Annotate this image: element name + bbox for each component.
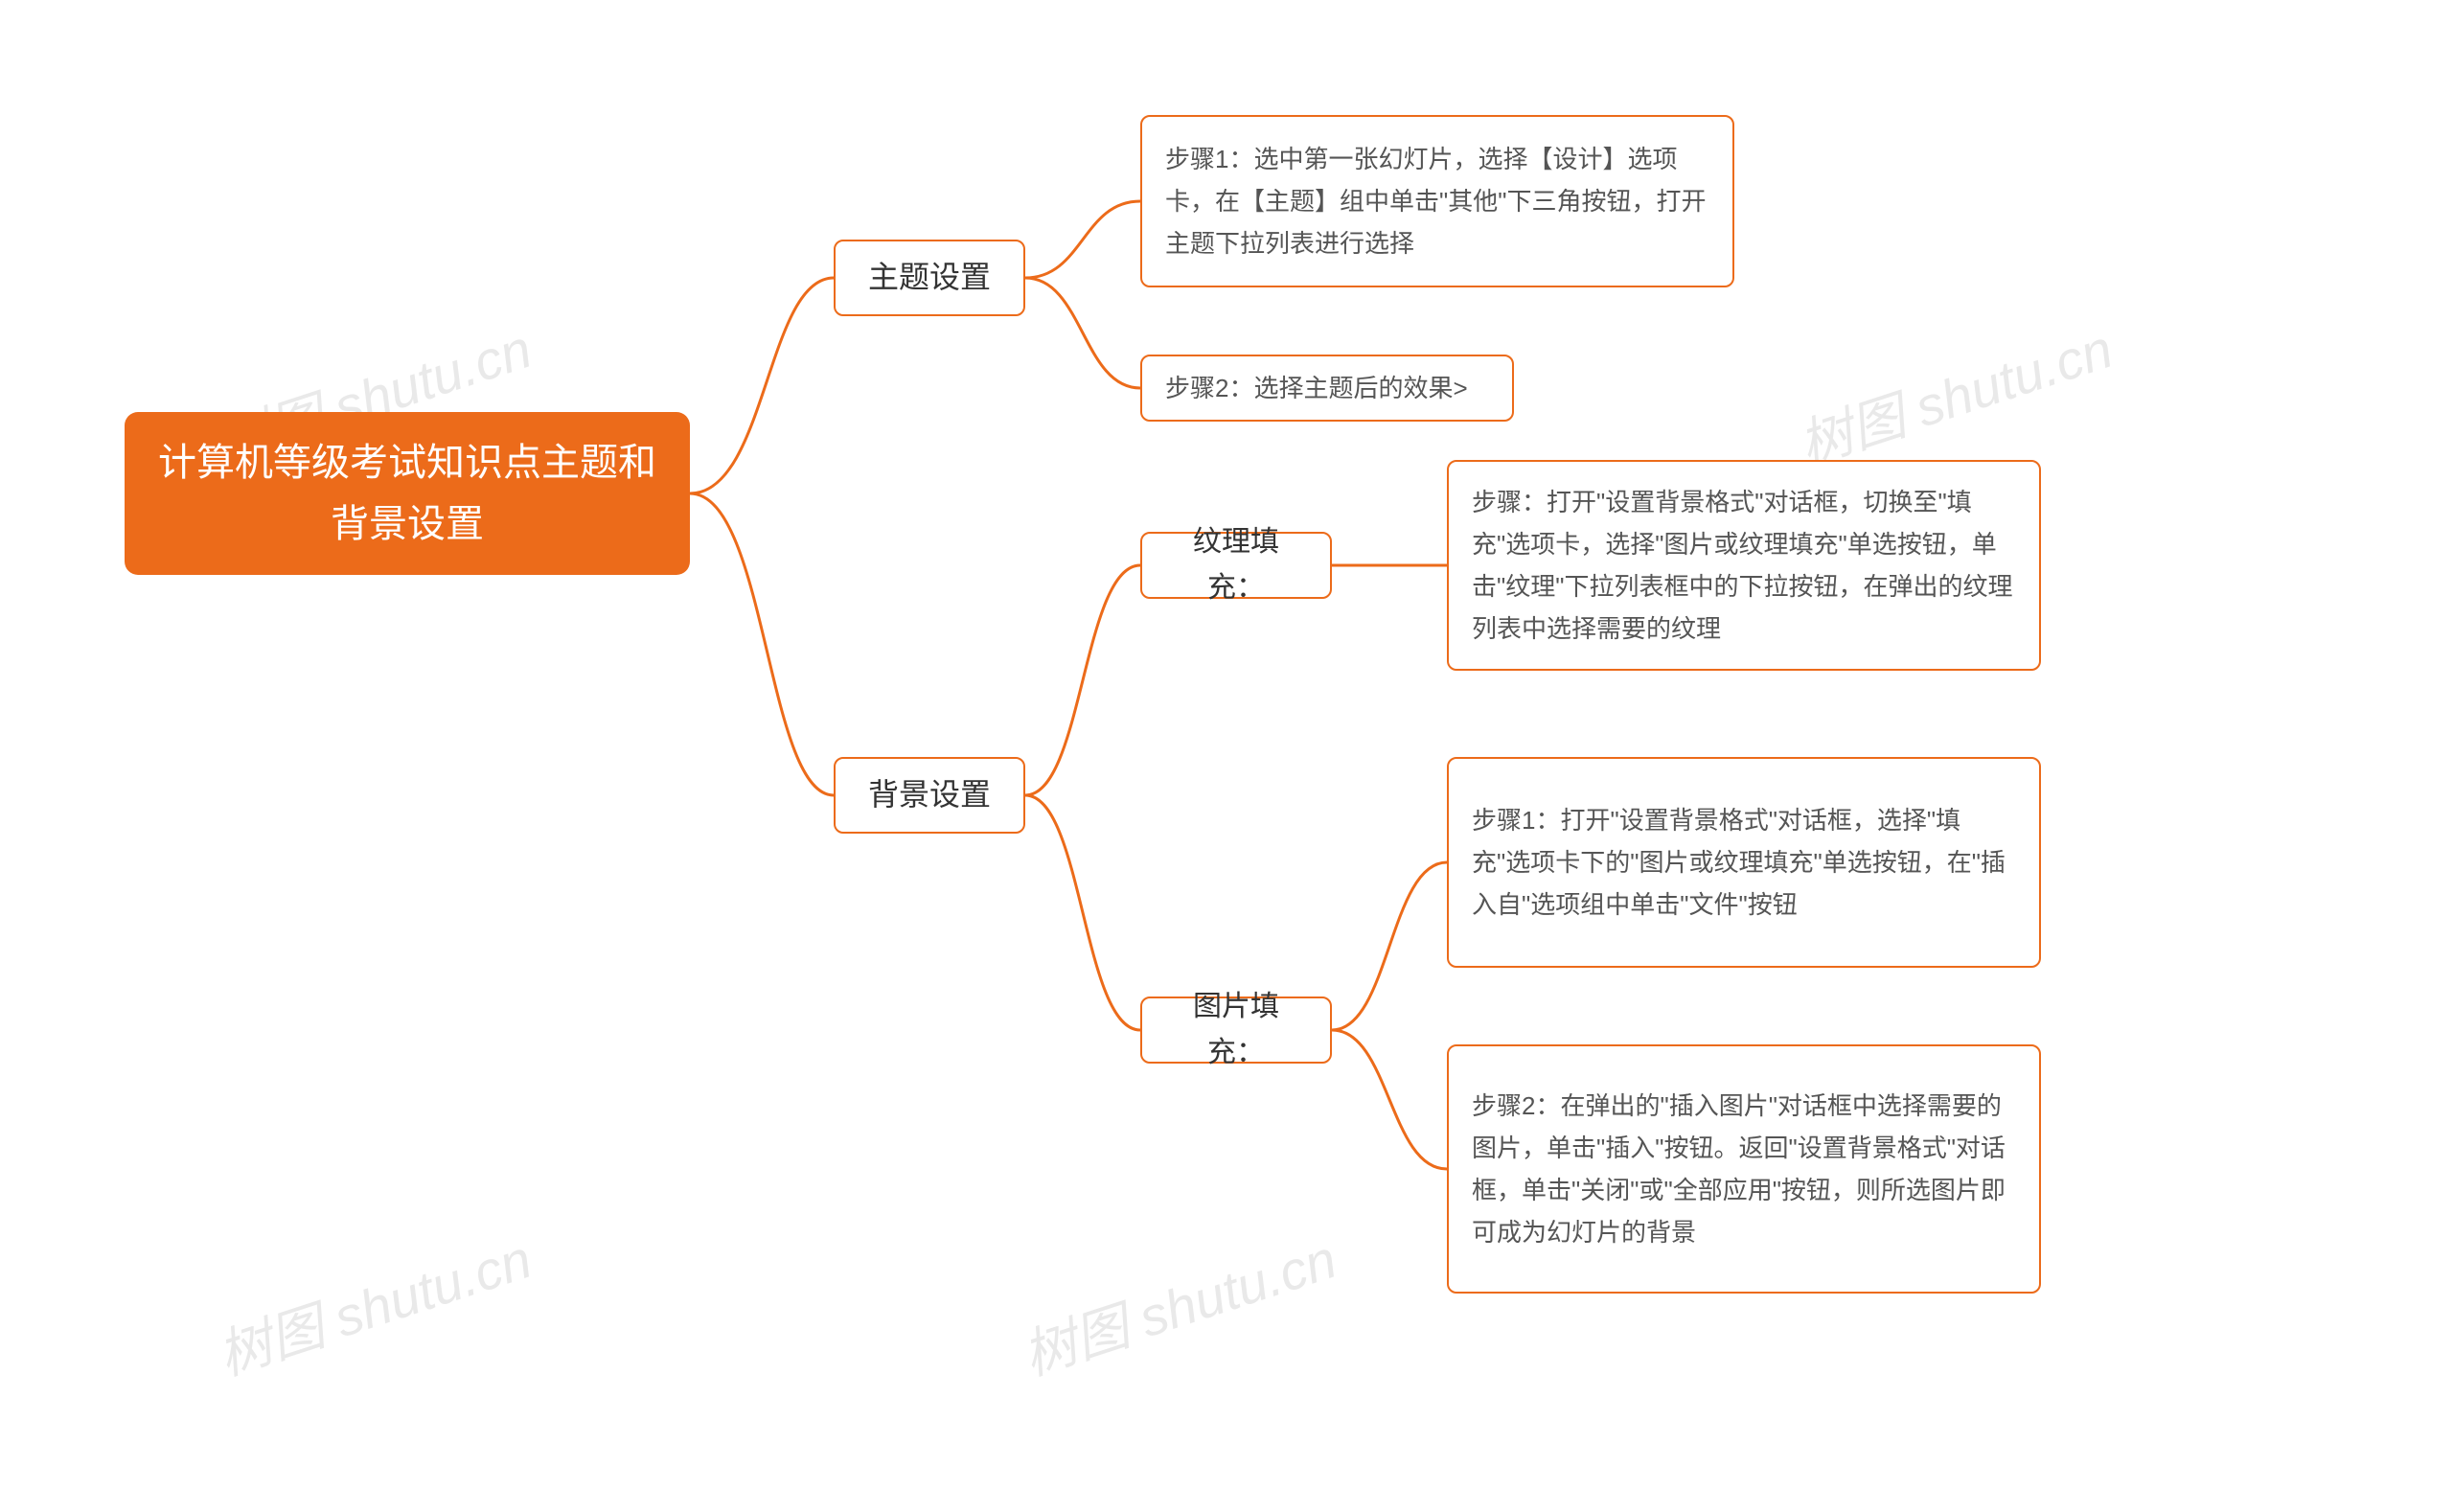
watermark: 树图 shutu.cn	[207, 1217, 540, 1391]
leaf-text: 步骤2：选择主题后的效果>	[1165, 367, 1468, 409]
subbranch-label: 图片填充：	[1165, 984, 1307, 1076]
leaf-text: 步骤2：在弹出的"插入图片"对话框中选择需要的图片，单击"插入"按钮。返回"设置…	[1472, 1085, 2016, 1254]
branch-theme[interactable]: 主题设置	[834, 240, 1025, 316]
leaf-theme-step2[interactable]: 步骤2：选择主题后的效果>	[1140, 355, 1514, 422]
root-label: 计算机等级考试知识点主题和背景设置	[148, 432, 667, 555]
branch-label: 背景设置	[868, 770, 991, 819]
leaf-theme-step1[interactable]: 步骤1：选中第一张幻灯片，选择【设计】选项卡，在【主题】组中单击"其他"下三角按…	[1140, 115, 1734, 287]
leaf-text: 步骤：打开"设置背景格式"对话框，切换至"填充"选项卡，选择"图片或纹理填充"单…	[1472, 481, 2016, 651]
watermark: 树图 shutu.cn	[1012, 1217, 1345, 1391]
leaf-texture-step[interactable]: 步骤：打开"设置背景格式"对话框，切换至"填充"选项卡，选择"图片或纹理填充"单…	[1447, 460, 2041, 671]
mindmap-canvas: 树图 shutu.cn 树图 shutu.cn 树图 shutu.cn 树图 s…	[0, 0, 2453, 1512]
subbranch-image[interactable]: 图片填充：	[1140, 997, 1332, 1064]
branch-background[interactable]: 背景设置	[834, 757, 1025, 834]
leaf-text: 步骤1：选中第一张幻灯片，选择【设计】选项卡，在【主题】组中单击"其他"下三角按…	[1165, 138, 1709, 265]
watermark: 树图 shutu.cn	[1788, 307, 2121, 481]
root-node[interactable]: 计算机等级考试知识点主题和背景设置	[125, 412, 690, 575]
leaf-image-step2[interactable]: 步骤2：在弹出的"插入图片"对话框中选择需要的图片，单击"插入"按钮。返回"设置…	[1447, 1044, 2041, 1294]
subbranch-texture[interactable]: 纹理填充：	[1140, 532, 1332, 599]
leaf-text: 步骤1：打开"设置背景格式"对话框，选择"填充"选项卡下的"图片或纹理填充"单选…	[1472, 799, 2016, 927]
subbranch-label: 纹理填充：	[1165, 519, 1307, 611]
branch-label: 主题设置	[868, 253, 991, 302]
leaf-image-step1[interactable]: 步骤1：打开"设置背景格式"对话框，选择"填充"选项卡下的"图片或纹理填充"单选…	[1447, 757, 2041, 968]
